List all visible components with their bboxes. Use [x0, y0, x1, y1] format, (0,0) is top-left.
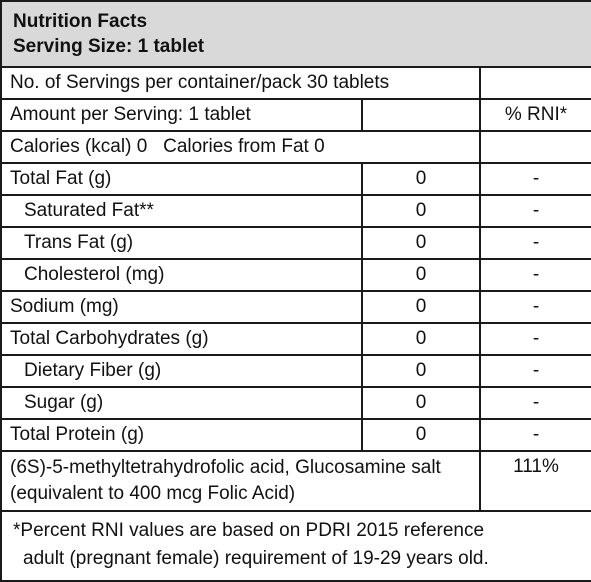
nutrient-amount: 0: [361, 354, 481, 388]
servings-label: No. of Servings per container/pack 30 ta…: [0, 66, 481, 100]
footnote-line-2: adult (pregnant female) requirement of 1…: [23, 548, 489, 569]
folic-acid-label: (6S)-5-methyltetrahydrofolic acid, Gluco…: [0, 450, 481, 512]
calories-label: Calories (kcal) 0 Calories from Fat 0: [0, 130, 481, 164]
amount-row: Amount per Serving: 1 tablet % RNI*: [0, 98, 591, 132]
nutrient-row: Total Fat (g) 0-: [0, 162, 591, 196]
nutrient-amount: 0: [361, 418, 481, 452]
nutrient-row: Dietary Fiber (g) 0-: [0, 354, 591, 388]
nutrient-amount: 0: [361, 226, 481, 260]
nutrient-name: Total Fat (g): [0, 162, 363, 196]
nutrient-row: Total Carbohydrates (g) 0-: [0, 322, 591, 356]
label-title: Nutrition Facts: [13, 11, 148, 32]
servings-value: [478, 66, 591, 100]
header-row: Nutrition Facts Serving Size: 1 tablet: [0, 0, 591, 68]
calories-value: [478, 130, 591, 164]
nutrient-rni: -: [478, 258, 591, 292]
nutrient-amount: 0: [361, 322, 481, 356]
nutrient-rni: -: [478, 386, 591, 420]
folic-acid-row: (6S)-5-methyltetrahydrofolic acid, Gluco…: [0, 450, 591, 512]
nutrient-row: Sodium (mg) 0-: [0, 290, 591, 324]
nutrient-rni: -: [478, 322, 591, 356]
servings-row: No. of Servings per container/pack 30 ta…: [0, 66, 591, 100]
nutrient-name: Trans Fat (g): [0, 226, 363, 260]
nutrient-name: Sodium (mg): [0, 290, 363, 324]
nutrient-row: Saturated Fat** 0-: [0, 194, 591, 228]
nutrient-name: Dietary Fiber (g): [0, 354, 363, 388]
nutrient-row: Total Protein (g) 0-: [0, 418, 591, 452]
amount-label: Amount per Serving: 1 tablet: [0, 98, 363, 132]
serving-size: Serving Size: 1 tablet: [13, 36, 205, 57]
nutrient-row: Trans Fat (g) 0-: [0, 226, 591, 260]
nutrient-rni: -: [478, 290, 591, 324]
nutrient-name: Sugar (g): [0, 386, 363, 420]
nutrient-amount: 0: [361, 290, 481, 324]
nutrient-amount: 0: [361, 162, 481, 196]
nutrient-row: Cholesterol (mg) 0-: [0, 258, 591, 292]
nutrient-row: Sugar (g) 0-: [0, 386, 591, 420]
nutrient-amount: 0: [361, 258, 481, 292]
nutrient-amount: 0: [361, 386, 481, 420]
calories-row: Calories (kcal) 0 Calories from Fat 0: [0, 130, 591, 164]
nutrient-rni: -: [478, 226, 591, 260]
header-cell: Nutrition Facts Serving Size: 1 tablet: [0, 0, 591, 68]
nutrient-name: Total Protein (g): [0, 418, 363, 452]
nutrient-name: Saturated Fat**: [0, 194, 363, 228]
footnote-cell: *Percent RNI values are based on PDRI 20…: [0, 510, 591, 582]
nutrient-name: Cholesterol (mg): [0, 258, 363, 292]
rni-header: % RNI*: [478, 98, 591, 132]
nutrient-rni: -: [478, 162, 591, 196]
amount-value: [361, 98, 481, 132]
footnote-row: *Percent RNI values are based on PDRI 20…: [0, 510, 591, 582]
nutrient-name: Total Carbohydrates (g): [0, 322, 363, 356]
nutrient-rni: -: [478, 194, 591, 228]
nutrient-rni: -: [478, 354, 591, 388]
folic-acid-rni: 111%: [478, 450, 591, 512]
nutrient-rows: Total Fat (g) 0- Saturated Fat** 0- Trans Fa…: [0, 162, 591, 452]
nutrient-amount: 0: [361, 194, 481, 228]
nutrient-rni: -: [478, 418, 591, 452]
footnote-line-1: *Percent RNI values are based on PDRI 20…: [13, 520, 485, 541]
